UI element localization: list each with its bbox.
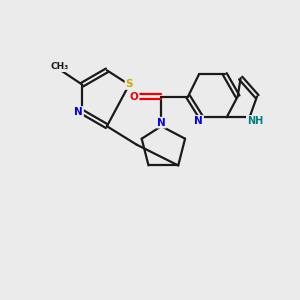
- Text: N: N: [74, 107, 83, 117]
- Text: S: S: [125, 79, 133, 89]
- Text: N: N: [194, 116, 203, 126]
- Text: CH₃: CH₃: [50, 62, 68, 71]
- Text: NH: NH: [247, 116, 263, 126]
- Text: O: O: [130, 92, 139, 102]
- Text: N: N: [157, 118, 166, 128]
